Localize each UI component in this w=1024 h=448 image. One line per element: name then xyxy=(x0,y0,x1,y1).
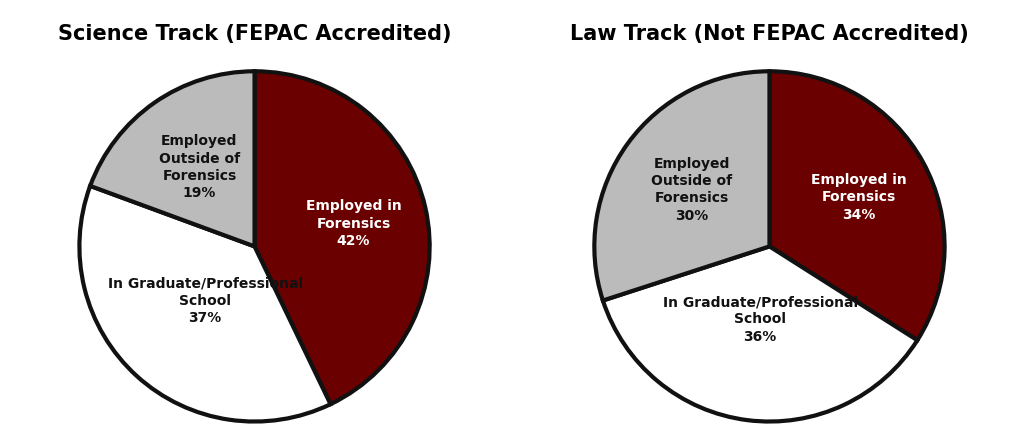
Text: In Graduate/Professional
School
37%: In Graduate/Professional School 37% xyxy=(108,276,303,325)
Wedge shape xyxy=(594,71,769,301)
Title: Law Track (Not FEPAC Accredited): Law Track (Not FEPAC Accredited) xyxy=(570,24,969,44)
Wedge shape xyxy=(90,71,255,246)
Text: Employed
Outside of
Forensics
30%: Employed Outside of Forensics 30% xyxy=(651,157,732,223)
Text: Employed in
Forensics
34%: Employed in Forensics 34% xyxy=(811,173,906,222)
Text: In Graduate/Professional
School
36%: In Graduate/Professional School 36% xyxy=(663,295,858,344)
Wedge shape xyxy=(603,246,918,422)
Text: Employed
Outside of
Forensics
19%: Employed Outside of Forensics 19% xyxy=(159,134,240,200)
Title: Science Track (FEPAC Accredited): Science Track (FEPAC Accredited) xyxy=(57,24,452,44)
Wedge shape xyxy=(255,71,430,404)
Text: Employed in
Forensics
42%: Employed in Forensics 42% xyxy=(306,199,401,248)
Wedge shape xyxy=(769,71,944,340)
Wedge shape xyxy=(80,186,331,422)
